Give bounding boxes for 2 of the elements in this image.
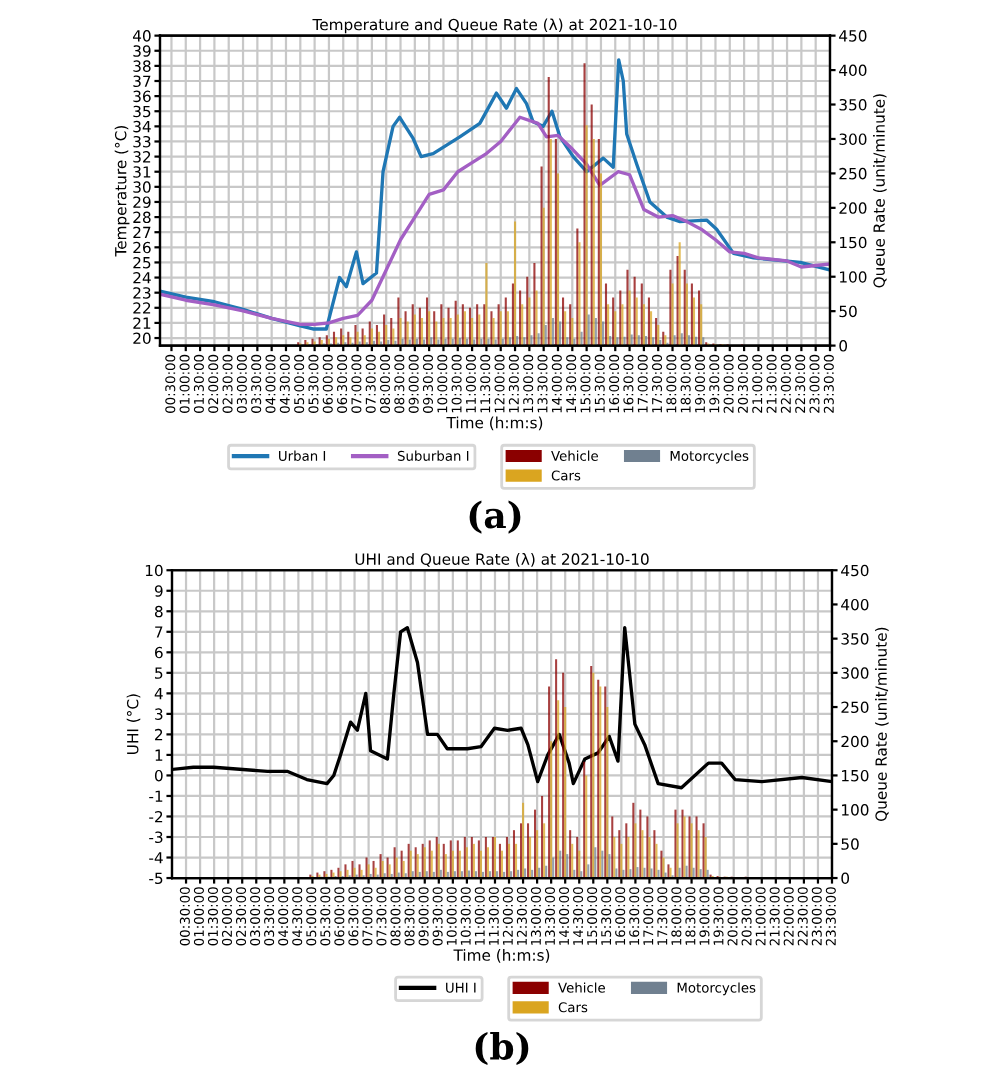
- text: (a): [469, 500, 521, 534]
- text: (b): [475, 1031, 529, 1065]
